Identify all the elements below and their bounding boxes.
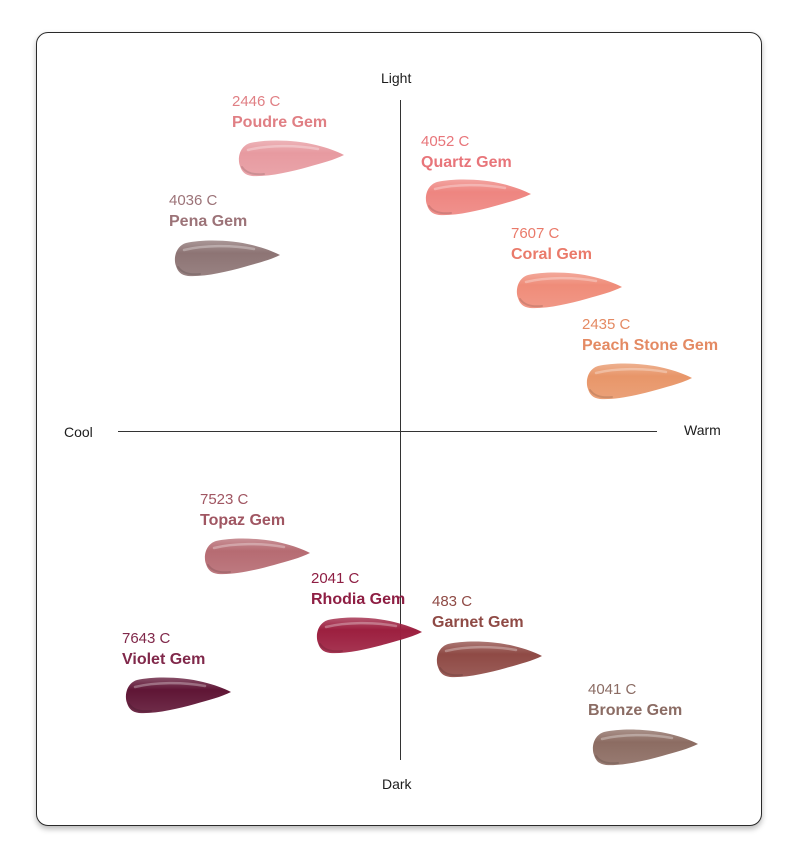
shade-name: Rhodia Gem (311, 591, 406, 608)
swatch-highlight (246, 144, 320, 152)
shade-poudre-gem: 2446 C Poudre Gem (232, 92, 327, 133)
swatch-edge (595, 755, 619, 765)
swatch-body (436, 641, 542, 678)
swatch-body (174, 240, 280, 277)
lipstick-swatch-icon (516, 272, 622, 309)
shade-code: 7643 C (122, 630, 171, 647)
shade-name: Garnet Gem (432, 614, 524, 631)
swatch-body (516, 272, 622, 309)
swatch-body (238, 140, 344, 177)
shade-code: 2435 C (582, 316, 631, 333)
swatch-body (204, 538, 310, 575)
lipstick-swatch-icon (174, 240, 280, 277)
shade-garnet-gem: 483 C Garnet Gem (432, 592, 524, 633)
shade-topaz-gem: 7523 C Topaz Gem (200, 490, 285, 531)
axis-label-light: Light (381, 70, 412, 86)
swatch-edge (428, 205, 452, 215)
swatch-highlight (212, 542, 286, 550)
lipstick-swatch-icon (316, 617, 422, 654)
swatch-highlight (133, 681, 207, 689)
swatch-edge (319, 643, 343, 653)
swatch-body (125, 677, 231, 714)
swatch-highlight (182, 244, 256, 252)
lipstick-swatch-icon (204, 538, 310, 575)
horizontal-axis (118, 431, 657, 433)
shade-quartz-gem: 4052 C Quartz Gem (421, 132, 512, 173)
lipstick-swatch-icon (592, 729, 698, 766)
axis-label-warm: Warm (684, 422, 721, 438)
swatch-edge (207, 564, 231, 574)
lipstick-swatch-icon (125, 677, 231, 714)
swatch-edge (177, 266, 201, 276)
swatch-highlight (524, 276, 598, 284)
swatch-highlight (444, 645, 518, 653)
vertical-axis (400, 100, 402, 760)
lipstick-swatch-icon (238, 140, 344, 177)
lipstick-swatch-icon (425, 179, 531, 216)
shade-pena-gem: 4036 C Pena Gem (169, 191, 247, 232)
shade-code: 7523 C (200, 491, 249, 508)
shade-name: Topaz Gem (200, 512, 286, 529)
shade-code: 2041 C (311, 570, 360, 587)
shade-name: Pena Gem (169, 213, 248, 230)
swatch-body (316, 617, 422, 654)
shade-bronze-gem: 4041 C Bronze Gem (588, 680, 682, 721)
swatch-edge (128, 703, 152, 713)
shade-name: Poudre Gem (232, 114, 328, 131)
swatch-edge (241, 166, 265, 176)
shade-code: 4052 C (421, 133, 470, 150)
swatch-edge (589, 389, 613, 399)
shade-name: Bronze Gem (588, 702, 683, 719)
swatch-highlight (594, 367, 668, 375)
swatch-edge (439, 667, 463, 677)
shade-name: Peach Stone Gem (582, 337, 719, 354)
axis-label-dark: Dark (382, 776, 412, 792)
lipstick-swatch-icon (436, 641, 542, 678)
shade-violet-gem: 7643 C Violet Gem (122, 629, 205, 670)
shade-code: 2446 C (232, 93, 281, 110)
shade-rhodia-gem: 2041 C Rhodia Gem (311, 569, 405, 610)
shade-code: 7607 C (511, 225, 560, 242)
axis-label-cool: Cool (64, 424, 93, 440)
swatch-highlight (324, 621, 398, 629)
swatch-body (592, 729, 698, 766)
shade-peach-stone-gem: 2435 C Peach Stone Gem (582, 315, 718, 356)
swatch-body (425, 179, 531, 216)
shade-name: Coral Gem (511, 246, 592, 263)
shade-code: 4041 C (588, 681, 637, 698)
swatch-highlight (433, 183, 507, 191)
shade-code: 483 C (432, 593, 473, 610)
shade-coral-gem: 7607 C Coral Gem (511, 224, 592, 265)
shade-name: Violet Gem (122, 651, 206, 668)
shade-code: 4036 C (169, 192, 218, 209)
swatch-edge (519, 298, 543, 308)
swatch-body (586, 363, 692, 400)
swatch-highlight (600, 733, 674, 741)
lipstick-swatch-icon (586, 363, 692, 400)
shade-name: Quartz Gem (421, 154, 512, 171)
